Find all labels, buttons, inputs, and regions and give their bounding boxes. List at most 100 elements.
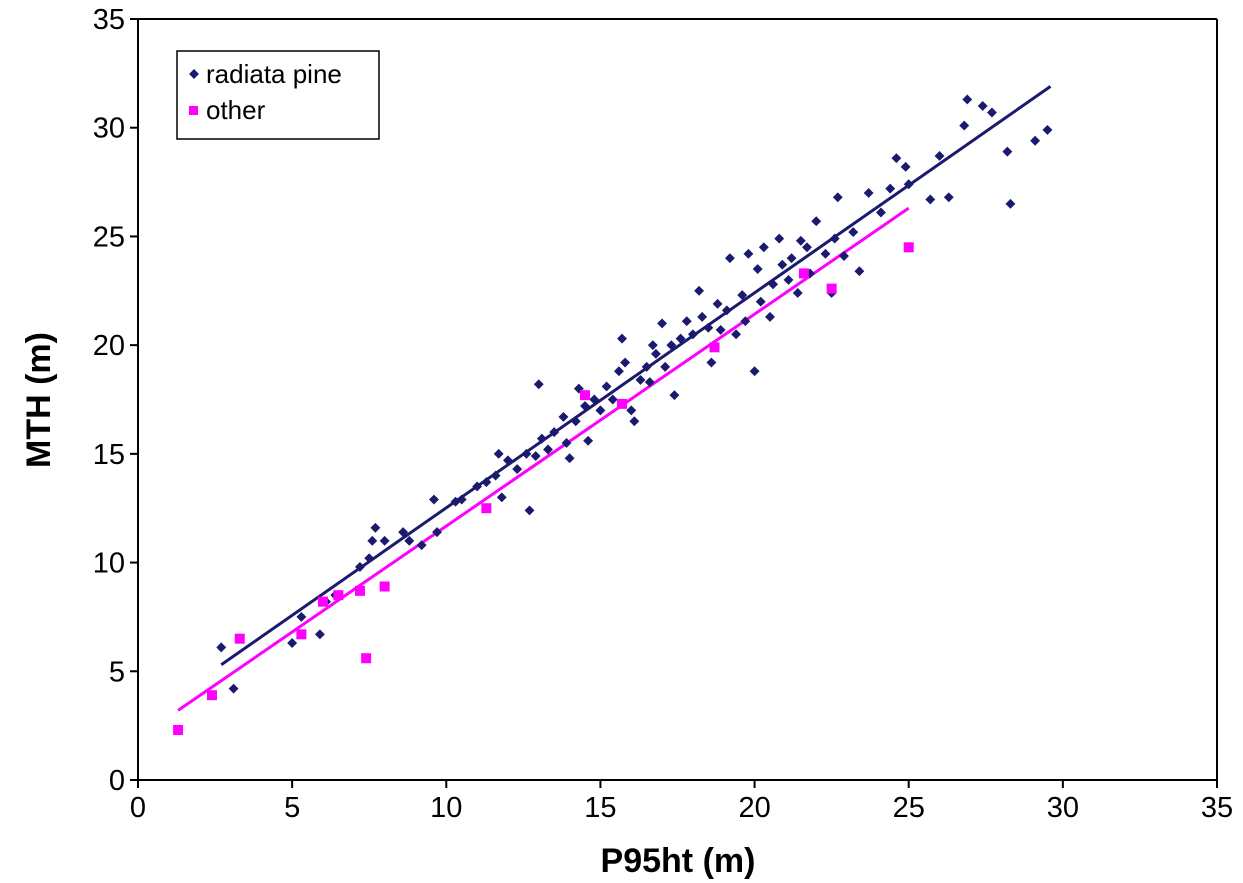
point-radiata-pine [521,448,532,459]
point-radiata-pine [715,324,726,335]
y-tick-label: 30 [93,113,125,145]
point-radiata-pine [364,553,375,564]
point-radiata-pine [1002,146,1013,157]
point-radiata-pine [987,107,997,118]
point-radiata-pine [607,394,618,405]
point-other [617,398,628,409]
point-radiata-pine [561,438,572,448]
point-radiata-pine [481,477,492,488]
point-radiata-pine [570,416,581,427]
point-other [826,283,837,294]
y-axis-ticks: 0 5 10 15 20 25 30 35 [93,4,138,797]
point-radiata-pine [472,481,483,492]
point-radiata-pine [774,233,785,244]
point-radiata-pine [891,153,902,164]
point-radiata-pine [943,192,954,203]
point-radiata-pine [416,540,427,551]
legend: radiata pine other [176,50,380,140]
point-radiata-pine [583,435,594,446]
point-radiata-pine [900,161,911,172]
point-other [798,268,809,279]
point-radiata-pine [1005,198,1016,209]
point-radiata-pine [490,470,501,481]
point-radiata-pine [1030,135,1041,146]
point-radiata-pine [512,464,523,475]
point-radiata-pine [792,288,803,298]
point-radiata-pine [977,101,988,111]
point-radiata-pine [635,374,646,385]
x-tick-label: 35 [1201,792,1233,824]
point-radiata-pine [752,264,763,274]
point-radiata-pine [549,427,560,438]
point-radiata-pine [404,535,415,546]
point-radiata-pine [675,333,686,344]
point-other [709,342,720,353]
point-radiata-pine [398,527,409,538]
point-radiata-pine [703,322,714,333]
point-radiata-pine [666,340,677,351]
x-tick-label: 15 [584,792,616,824]
trend-line-other [177,206,910,712]
point-radiata-pine [669,390,680,401]
point-radiata-pine [885,183,896,194]
x-tick-label: 25 [893,792,925,824]
point-radiata-pine [613,366,624,377]
point-radiata-pine [1042,124,1053,135]
point-radiata-pine [644,377,655,388]
plot-frame [137,18,1218,781]
point-radiata-pine [502,455,513,466]
point-radiata-pine [681,316,692,327]
point-radiata-pine [795,235,806,246]
point-radiata-pine [687,329,698,340]
point-radiata-pine [925,194,936,205]
point-radiata-pine [296,611,307,622]
legend-marker-other [189,106,198,115]
data-points [173,94,1053,735]
point-radiata-pine [820,248,831,259]
point-other [361,653,372,664]
point-radiata-pine [228,683,239,694]
legend-marker-radiata-pine [189,69,199,79]
y-tick-label: 15 [93,439,125,471]
y-axis-title: MTH (m) [20,332,58,468]
point-radiata-pine [564,453,575,464]
x-tick-label: 5 [284,792,300,824]
point-radiata-pine [863,187,874,198]
point-radiata-pine [854,266,865,277]
point-radiata-pine [765,311,775,322]
point-other [333,590,344,601]
point-radiata-pine [768,279,779,290]
point-radiata-pine [367,535,378,546]
point-radiata-pine [216,642,227,653]
point-radiata-pine [589,394,600,405]
point-radiata-pine [657,318,668,329]
y-tick-label: 25 [93,221,125,253]
point-other [481,503,492,514]
point-other [234,633,245,644]
point-other [296,629,307,640]
x-axis-title: P95ht (m) [601,842,756,880]
point-radiata-pine [749,366,760,377]
point-radiata-pine [647,340,658,351]
trend-line-radiata-pine [220,85,1052,666]
point-radiata-pine [641,361,652,372]
point-radiata-pine [758,242,769,253]
point-radiata-pine [959,120,970,131]
point-radiata-pine [287,638,298,648]
point-other [173,724,184,735]
y-tick-label: 20 [93,330,125,362]
point-radiata-pine [712,298,723,309]
point-radiata-pine [536,433,547,444]
point-radiata-pine [543,444,553,455]
point-radiata-pine [802,242,812,253]
point-radiata-pine [706,357,717,368]
point-radiata-pine [777,259,788,270]
point-radiata-pine [530,451,541,461]
point-radiata-pine [731,329,742,340]
point-radiata-pine [558,411,569,422]
point-radiata-pine [429,494,439,505]
point-radiata-pine [811,216,822,227]
point-radiata-pine [580,401,590,411]
point-radiata-pine [740,316,751,327]
